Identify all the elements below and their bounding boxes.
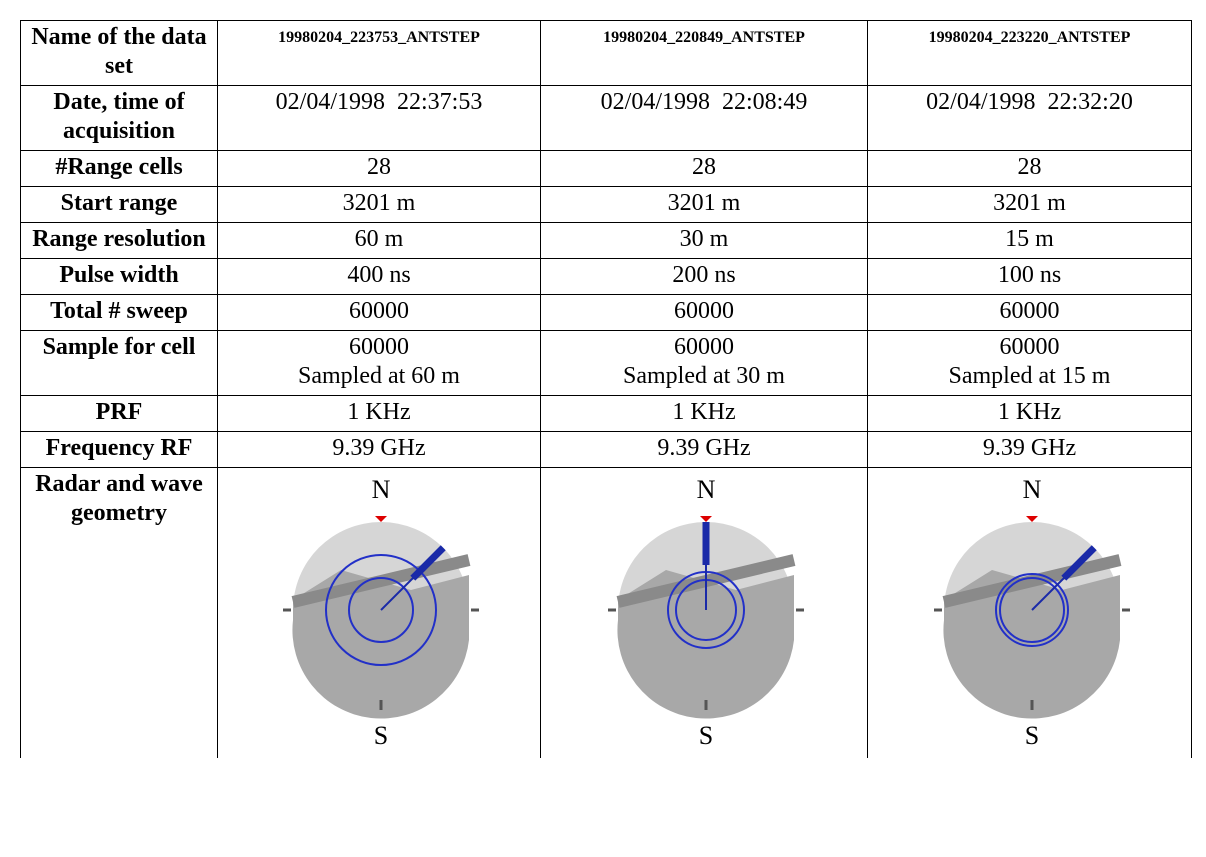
table-row: Start range 3201 m 3201 m 3201 m [20,186,1192,223]
cell: 15 m [867,222,1192,259]
north-marker [700,516,712,522]
cell: 60 m [217,222,541,259]
row-label: Pulse width [20,258,218,295]
table-row: Frequency RF 9.39 GHz 9.39 GHz 9.39 GHz [20,431,1192,468]
north-label: N [1022,475,1041,504]
south-label: S [699,721,713,750]
cell-line: 60000 [999,334,1060,360]
table-row: PRF 1 KHz 1 KHz 1 KHz [20,395,1192,432]
cell-line: Sampled at 15 m [948,363,1111,389]
cell-line: 60000 [674,334,734,360]
row-label: Sample for cell [20,330,218,396]
cell: 60000 Sampled at 30 m [540,330,868,396]
compass: NS [283,475,479,750]
terrain [292,570,469,719]
cell: 9.39 GHz [540,431,868,468]
table-row: Name of the data set 19980204_223753_ANTS… [20,20,1192,86]
cell: 30 m [540,222,868,259]
cell: 28 [867,150,1192,187]
row-label: #Range cells [20,150,218,187]
row-label: Frequency RF [20,431,218,468]
cell: 100 ns [867,258,1192,295]
compass: NS [608,475,804,750]
row-label: Start range [20,186,218,223]
ring [994,573,1069,647]
compass: NS [933,475,1130,750]
antenna-head [410,545,446,581]
cell: 60000 Sampled at 15 m [867,330,1192,396]
row-label: PRF [20,395,218,432]
cell-line: Sampled at 60 m [298,363,460,389]
cell: 3201 m [867,186,1192,223]
cell: 1 KHz [217,395,541,432]
cell: 02/04/1998 22:37:53 [217,85,541,151]
north-label: N [697,475,716,504]
table-row: Date, time of acquisition 02/04/1998 22:3… [20,85,1192,151]
cell: 60000 [867,294,1192,331]
north-marker [1025,516,1038,522]
cell-line: 60000 [349,334,409,360]
cell: 02/04/1998 22:32:20 [867,85,1192,151]
south-label: S [374,721,388,750]
table-row: #Range cells 28 28 28 [20,150,1192,187]
row-label: Date, time of acquisition [20,85,218,151]
cell: 9.39 GHz [867,431,1192,468]
cell: 1 KHz [867,395,1192,432]
cell: 60000 [217,294,541,331]
antenna-head [1060,545,1097,581]
cell: 19980204_223753_ANTSTEP [217,20,541,86]
north-label: N [372,475,391,504]
table-body: Name of the data set 19980204_223753_ANTS… [20,20,1192,758]
cell: 02/04/1998 22:08:49 [540,85,868,151]
table-row: Range resolution 60 m 30 m 15 m [20,222,1192,259]
south-label: S [1024,721,1038,750]
cell: 1 KHz [540,395,868,432]
terrain [942,570,1120,719]
cell: 28 [540,150,868,187]
table-row: Total # sweep 60000 60000 60000 [20,294,1192,331]
row-label: Total # sweep [20,294,218,331]
north-marker [375,516,387,522]
row-label: Name of the data set [20,20,218,86]
cell: 60000 [540,294,868,331]
row-label: Radar and wave geometry [20,467,218,758]
ring [325,554,437,666]
data-table: Name of the data set 19980204_223753_ANTS… [20,20,1192,758]
ring [348,577,414,643]
cell: 28 [217,150,541,187]
cell: 19980204_220849_ANTSTEP [540,20,868,86]
cell: 400 ns [217,258,541,295]
cell-line: Sampled at 30 m [623,363,785,389]
cell: 19980204_223220_ANTSTEP [867,20,1192,86]
table-row: Radar and wave geometry N S N S N S [20,467,1192,758]
row-label: Range resolution [20,222,218,259]
cell: 3201 m [540,186,868,223]
coast [291,554,471,608]
table-row: Pulse width 400 ns 200 ns 100 ns [20,258,1192,295]
cell: 60000 Sampled at 60 m [217,330,541,396]
cell: 9.39 GHz [217,431,541,468]
coast [942,554,1121,608]
terrain [617,570,794,719]
cell: 200 ns [540,258,868,295]
cell: 3201 m [217,186,541,223]
ring [998,577,1065,643]
table-row: Sample for cell 60000 Sampled at 60 m 60000… [20,330,1192,396]
